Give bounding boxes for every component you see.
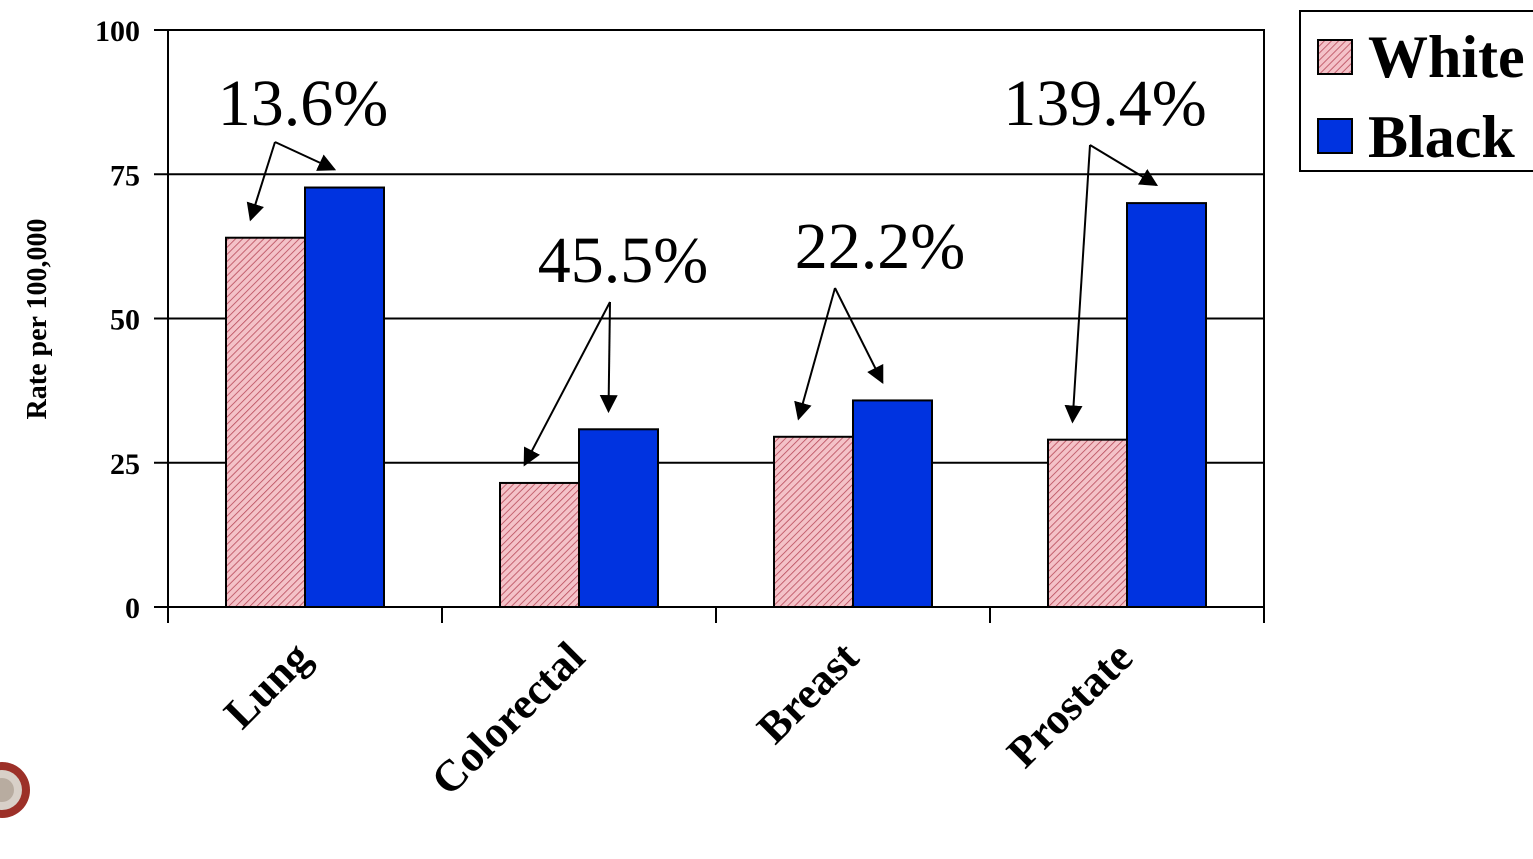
annotation-label: 13.6%: [218, 67, 388, 140]
category-labels: Lung Colorectal Breast Prostate: [215, 632, 1143, 805]
bar-white-lung: [225, 236, 306, 608]
bar-white-colorectal: [499, 481, 580, 609]
seal-logo: [0, 762, 30, 818]
bar-white-breast: [773, 435, 854, 608]
annotation-arrow: [523, 301, 611, 467]
x-tick-label: Lung: [215, 632, 321, 738]
x-tick-label: Prostate: [997, 632, 1142, 777]
y-tick-label: 25: [110, 448, 140, 481]
annotation-arrow: [1089, 144, 1159, 187]
annotation-arrow: [834, 287, 884, 385]
annotation-arrow: [1064, 144, 1091, 424]
legend-label-black: Black: [1368, 104, 1515, 170]
y-tick-label: 50: [110, 304, 140, 337]
y-axis-title: Rate per 100,000: [22, 219, 53, 420]
legend: White Black: [1299, 10, 1533, 172]
bar-white-prostate: [1047, 438, 1128, 609]
bar-black-breast: [852, 399, 933, 608]
legend-label-white: White: [1368, 24, 1525, 90]
annotation-arrow: [274, 141, 337, 171]
annotation-label: 45.5%: [538, 224, 708, 297]
annotation-arrow: [246, 141, 276, 222]
y-tick-label: 75: [110, 159, 140, 192]
bar-black-colorectal: [578, 428, 659, 608]
annotation-label: 22.2%: [795, 210, 965, 283]
bars: [225, 186, 1207, 609]
annotation-arrow: [794, 287, 836, 421]
bar-black-prostate: [1126, 202, 1207, 608]
legend-swatch-white: [1317, 39, 1353, 75]
x-tick-label: Colorectal: [422, 632, 594, 804]
annotations: 13.6% 45.5% 22.2% 139.4%: [218, 67, 1207, 467]
y-tick-label: 0: [125, 592, 140, 625]
bar-black-lung: [304, 186, 385, 608]
y-tick-label: 100: [95, 15, 140, 48]
legend-swatch-black: [1317, 118, 1353, 154]
annotation-label: 139.4%: [1003, 67, 1206, 140]
x-tick-label: Breast: [748, 632, 869, 753]
annotation-arrow: [599, 301, 618, 414]
